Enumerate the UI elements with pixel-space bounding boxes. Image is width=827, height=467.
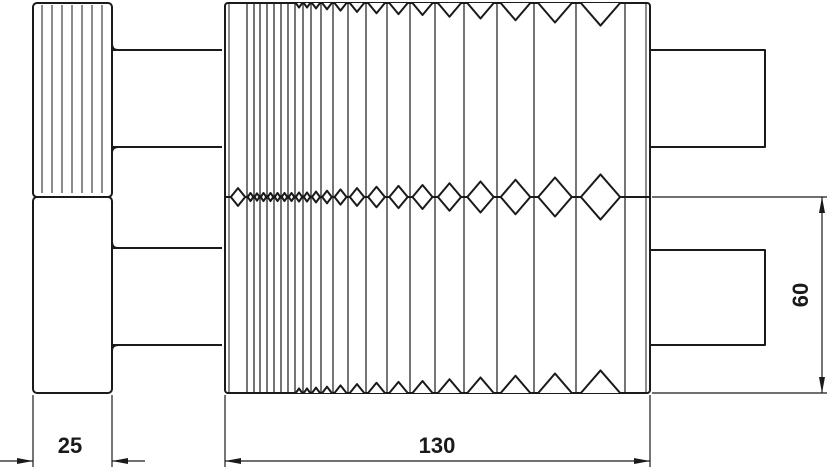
thread-notch-bottom (580, 369, 621, 394)
thread-notch-bottom (302, 387, 312, 394)
thread-notch-bottom (349, 383, 365, 394)
thread-notch-bottom (411, 380, 434, 394)
thread-diamond (321, 189, 333, 205)
thread-notch-top (411, 2, 434, 16)
thread-notch-top (499, 2, 532, 22)
left-shafts (111, 43, 222, 352)
thread-notch-top (466, 2, 495, 20)
thread-notch-bottom (388, 380, 409, 394)
dimension-label-60: 60 (788, 283, 813, 307)
main-body (224, 2, 651, 394)
thread-diamond (348, 187, 366, 207)
thread-diamond (294, 191, 304, 203)
thread-diamond (246, 191, 255, 203)
thread-notch-bottom (321, 385, 333, 394)
dimension-label-25: 25 (58, 433, 82, 458)
thread-diamond (229, 187, 247, 207)
thread-diamond (287, 191, 296, 203)
thread-notch-top (437, 2, 462, 18)
left-knob (32, 2, 113, 394)
thread-diamond (499, 178, 532, 216)
thread-notch-top (349, 2, 365, 13)
thread-notch-bottom (333, 384, 348, 394)
thread-notch-bottom (466, 376, 495, 394)
thread-notch-top (302, 2, 312, 9)
thread-notch-top (367, 2, 386, 15)
thread-diamond (333, 188, 348, 206)
thread-notch-top (388, 2, 409, 16)
thread-notch-top (311, 2, 321, 10)
thread-notch-top (333, 2, 348, 12)
thread-diamond (273, 191, 282, 203)
thread-notch-top (294, 2, 304, 9)
thread-diamond (280, 191, 289, 203)
thread-diamond (388, 184, 409, 210)
thread-diamond (259, 191, 268, 203)
thread-diamond (466, 180, 495, 214)
dimension-25 (0, 395, 145, 467)
thread-notch-bottom (499, 374, 532, 394)
thread-diamond (436, 182, 463, 212)
thread-notch-top (537, 2, 573, 24)
thread-notch-bottom (367, 381, 386, 394)
thread-diamond (411, 184, 434, 210)
thread-diamond (579, 173, 622, 221)
thread-diamond (266, 191, 275, 203)
thread-notch-bottom (311, 386, 321, 394)
thread-diamond (311, 190, 321, 204)
right-shafts (650, 49, 766, 346)
thread-notch-top (580, 2, 621, 27)
thread-notch-top (321, 2, 333, 11)
dimension-60 (652, 196, 827, 394)
thread-diamond (537, 176, 573, 218)
thread-notch-bottom (294, 387, 304, 394)
thread-notch-bottom (437, 378, 462, 394)
thread-diamond (253, 192, 261, 202)
dimension-label-130: 130 (419, 433, 456, 458)
thread-notch-bottom (537, 372, 573, 394)
thread-diamond (367, 185, 386, 209)
thread-diamond (302, 191, 312, 203)
dimension-130 (224, 395, 651, 467)
